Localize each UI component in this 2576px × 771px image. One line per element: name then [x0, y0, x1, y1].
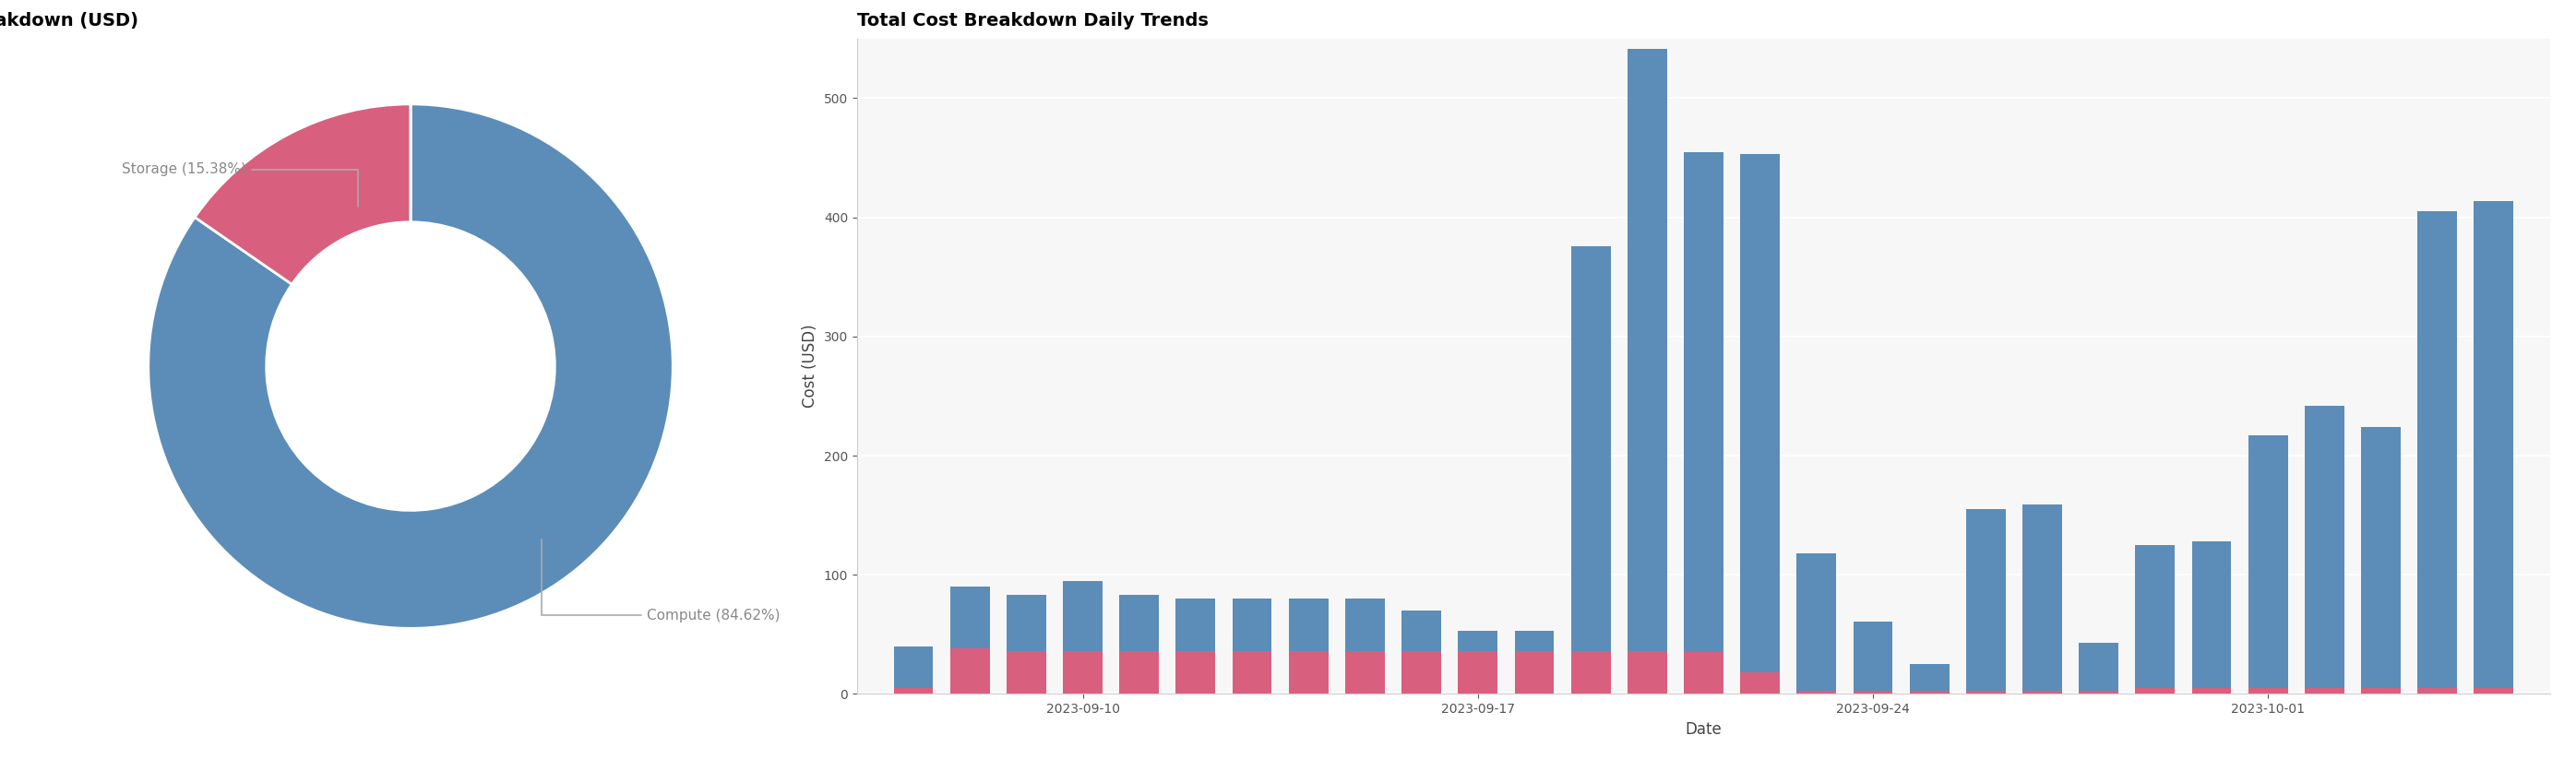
- Bar: [894, 688, 933, 694]
- Bar: [2362, 688, 2401, 694]
- Bar: [2022, 690, 2061, 694]
- Bar: [1909, 664, 1950, 690]
- Bar: [1345, 598, 1386, 651]
- Bar: [894, 646, 933, 688]
- Text: Storage (15.38%): Storage (15.38%): [121, 163, 358, 207]
- Bar: [1345, 651, 1386, 694]
- Text: Total Cost Breakdown Daily Trends: Total Cost Breakdown Daily Trends: [858, 12, 1208, 29]
- Bar: [1909, 690, 1950, 694]
- Bar: [1401, 611, 1440, 651]
- Bar: [951, 587, 989, 648]
- Bar: [1401, 651, 1440, 694]
- Bar: [2136, 688, 2174, 694]
- Bar: [1741, 672, 1780, 694]
- Bar: [2079, 643, 2117, 690]
- Bar: [1458, 651, 1497, 694]
- Bar: [1458, 631, 1497, 651]
- Wedge shape: [196, 104, 410, 284]
- Bar: [2473, 688, 2514, 694]
- Bar: [1121, 651, 1159, 694]
- Bar: [1741, 154, 1780, 672]
- Wedge shape: [149, 104, 672, 628]
- Bar: [1685, 652, 1723, 694]
- Bar: [1231, 651, 1273, 694]
- Bar: [1515, 651, 1553, 694]
- Text: Compute (84.62%): Compute (84.62%): [541, 539, 781, 622]
- Bar: [1571, 651, 1610, 694]
- Bar: [1288, 598, 1329, 651]
- Bar: [1628, 49, 1667, 651]
- Text: Total Cost Breakdown (USD): Total Cost Breakdown (USD): [0, 12, 139, 29]
- Bar: [2306, 688, 2344, 694]
- Bar: [1795, 690, 1837, 694]
- Bar: [2022, 504, 2061, 690]
- Bar: [2419, 211, 2458, 688]
- Bar: [2473, 200, 2514, 688]
- Bar: [1628, 651, 1667, 694]
- Legend: Compute, Storage, Others: Compute, Storage, Others: [1043, 46, 1157, 133]
- Bar: [2419, 688, 2458, 694]
- Y-axis label: Cost (USD): Cost (USD): [801, 325, 819, 408]
- Bar: [1175, 651, 1216, 694]
- Bar: [1965, 509, 2007, 690]
- Bar: [2192, 688, 2231, 694]
- Bar: [1965, 690, 2007, 694]
- Bar: [1852, 621, 1893, 690]
- Bar: [2136, 545, 2174, 688]
- Bar: [1231, 598, 1273, 651]
- Bar: [1685, 152, 1723, 652]
- Bar: [1571, 246, 1610, 651]
- Bar: [2249, 688, 2287, 694]
- Bar: [2079, 690, 2117, 694]
- Bar: [1007, 595, 1046, 651]
- Bar: [1288, 651, 1329, 694]
- Bar: [951, 648, 989, 694]
- Bar: [1795, 554, 1837, 690]
- Bar: [2306, 406, 2344, 688]
- Bar: [1175, 598, 1216, 651]
- X-axis label: Date: Date: [1685, 721, 1721, 738]
- Bar: [1852, 690, 1893, 694]
- Bar: [2192, 541, 2231, 688]
- Bar: [1515, 631, 1553, 651]
- Bar: [1064, 581, 1103, 651]
- Bar: [2362, 427, 2401, 688]
- Bar: [1007, 651, 1046, 694]
- Bar: [2249, 436, 2287, 688]
- Bar: [1121, 595, 1159, 651]
- Bar: [1064, 651, 1103, 694]
